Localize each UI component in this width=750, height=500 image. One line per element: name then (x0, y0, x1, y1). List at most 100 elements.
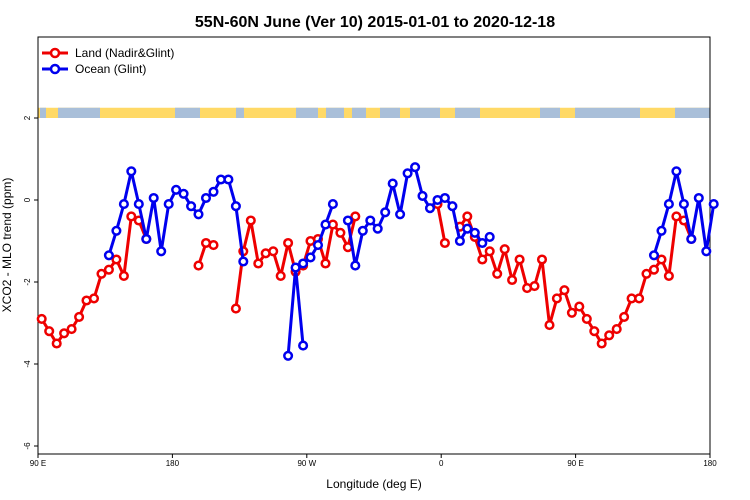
data-point (424, 203, 436, 214)
data-point (118, 199, 129, 210)
data-point (350, 211, 361, 222)
data-point (365, 215, 376, 226)
band-ocean-block (352, 107, 366, 118)
landmask-band (38, 107, 710, 118)
data-point (641, 268, 652, 279)
data-point (200, 192, 212, 204)
data-point (566, 307, 577, 318)
band-ocean-block (58, 107, 100, 118)
data-point (634, 293, 645, 304)
data-point (484, 246, 495, 257)
data-point (350, 260, 361, 271)
band-ocean-block (410, 107, 440, 118)
data-point (36, 313, 47, 324)
data-point (648, 250, 660, 261)
data-point (581, 313, 592, 324)
data-point (648, 264, 660, 275)
data-point (103, 264, 114, 275)
data-point (611, 324, 622, 335)
data-point (96, 268, 107, 279)
data-point (671, 211, 682, 222)
legend-land-marker (49, 47, 61, 59)
data-point (454, 235, 465, 247)
data-point (395, 209, 406, 220)
data-point (193, 209, 204, 220)
x-axis-label: Longitude (deg E) (326, 477, 421, 491)
data-point (492, 268, 503, 279)
data-point (342, 215, 353, 226)
data-point (230, 303, 241, 314)
band-ocean-block (175, 107, 200, 118)
legend-land-label: Land (Nadir&Glint) (75, 46, 174, 60)
y-tick-label: -2 (23, 278, 32, 286)
data-point (499, 244, 510, 255)
data-point (596, 338, 607, 349)
x-tick-label: 90 E (30, 459, 46, 468)
x-tick-label: 180 (166, 459, 180, 468)
band-ocean-block (540, 107, 560, 118)
data-point (372, 223, 383, 234)
data-point (88, 293, 100, 304)
band-ocean-block (455, 107, 480, 118)
legend-ocean-marker (49, 63, 61, 75)
data-point (589, 326, 600, 337)
data-point (312, 240, 324, 251)
data-point (223, 174, 234, 185)
data-point (402, 168, 413, 179)
y-tick-label: 0 (23, 197, 32, 202)
data-point (171, 184, 182, 195)
data-point (111, 254, 122, 265)
data-point (663, 199, 674, 210)
y-axis: -6 -4 -2 0 2 (23, 115, 38, 450)
data-point (186, 201, 197, 212)
band-ocean-block (380, 107, 400, 118)
data-point (477, 237, 488, 249)
data-point (51, 338, 62, 349)
legend-ocean-label: Ocean (Glint) (75, 62, 146, 76)
data-point (462, 211, 473, 222)
data-point (574, 301, 585, 312)
data-point (529, 281, 540, 292)
data-point (686, 233, 697, 245)
data-point (74, 311, 85, 322)
data-point (148, 192, 159, 204)
data-point (439, 237, 450, 249)
data-point (320, 258, 331, 269)
data-point (111, 225, 122, 236)
data-point (253, 258, 264, 269)
data-point (283, 350, 294, 361)
data-point (536, 254, 548, 265)
data-point (656, 225, 667, 236)
series-line (40, 214, 148, 345)
data-point (469, 227, 480, 238)
data-point (671, 166, 682, 177)
data-point (544, 320, 555, 331)
series-line (458, 214, 693, 345)
data-point (656, 254, 667, 265)
data-point (44, 326, 55, 337)
x-tick-label: 0 (439, 459, 444, 468)
data-point (66, 324, 77, 335)
data-point (327, 199, 338, 210)
data-point (208, 186, 219, 197)
series-line (436, 203, 447, 244)
band-ocean-block (326, 107, 344, 118)
data-point (283, 237, 294, 249)
data-point (380, 207, 391, 218)
data-point (701, 246, 712, 257)
y-tick-label: 2 (23, 115, 32, 120)
data-point (477, 254, 488, 265)
data-point (604, 330, 615, 341)
x-tick-label: 90 W (297, 459, 316, 468)
data-point (410, 162, 421, 173)
data-point (141, 233, 152, 245)
data-point (156, 246, 167, 257)
data-point (439, 192, 450, 204)
y-tick-label: -4 (23, 360, 32, 368)
data-point (290, 262, 301, 273)
band-ocean-block (296, 107, 318, 118)
plot-frame (37, 36, 711, 455)
data-point (357, 225, 368, 236)
chart-title: 55N-60N June (Ver 10) 2015-01-01 to 2020… (195, 14, 555, 31)
